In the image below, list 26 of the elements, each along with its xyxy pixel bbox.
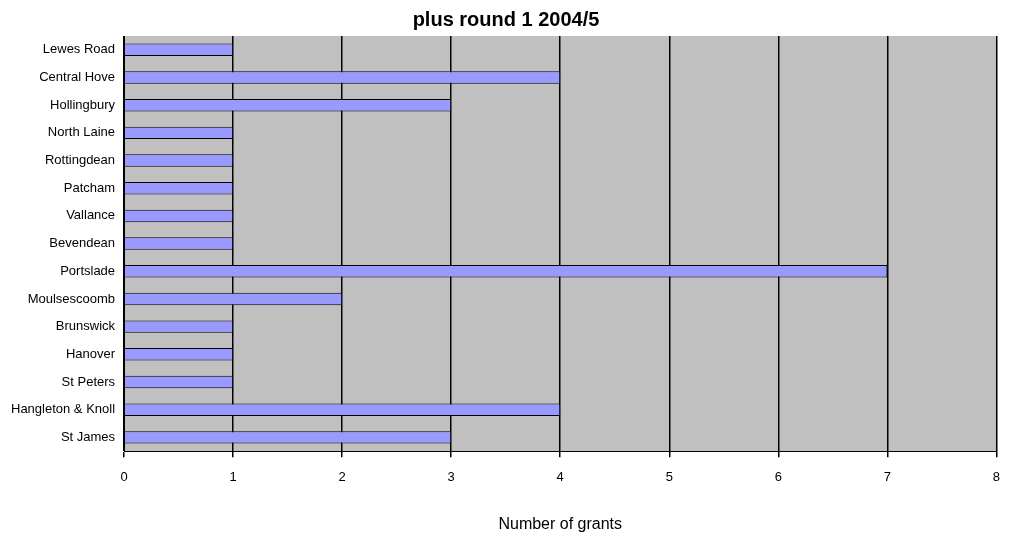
y-tick-label: Lewes Road [42, 41, 116, 57]
x-tick-label: 8 [992, 468, 1000, 484]
y-tick-label: Bevendean [49, 235, 116, 251]
x-tick-label: 0 [120, 468, 128, 484]
x-tick-label: 3 [447, 468, 455, 484]
y-tick-label: Central Hove [39, 69, 116, 85]
y-tick-label: Patcham [63, 179, 116, 195]
x-axis-title: Number of grants [498, 514, 623, 532]
y-tick-label: Rottingdean [44, 152, 116, 168]
y-tick-label: Hangleton & Knoll [10, 401, 116, 417]
x-tick-label: 1 [229, 468, 237, 484]
y-tick-label: Portslade [60, 262, 116, 278]
x-tick-label: 5 [665, 468, 673, 484]
chart-title: plus round 1 2004/5 [412, 7, 600, 30]
y-tick-label: Hollingbury [50, 96, 116, 112]
x-tick-label: 6 [774, 468, 782, 484]
y-tick-label: St James [60, 428, 116, 444]
y-tick-label: Vallance [66, 207, 116, 223]
y-tick-label: North Laine [47, 124, 116, 140]
x-tick-label: 4 [556, 468, 564, 484]
y-tick-label: Moulsescoomb [27, 290, 116, 306]
y-tick-label: Brunswick [55, 318, 116, 334]
x-tick-label: 7 [883, 468, 891, 484]
y-tick-label: Hanover [65, 345, 116, 361]
x-tick-label: 2 [338, 468, 346, 484]
y-tick-label: St Peters [61, 373, 116, 389]
